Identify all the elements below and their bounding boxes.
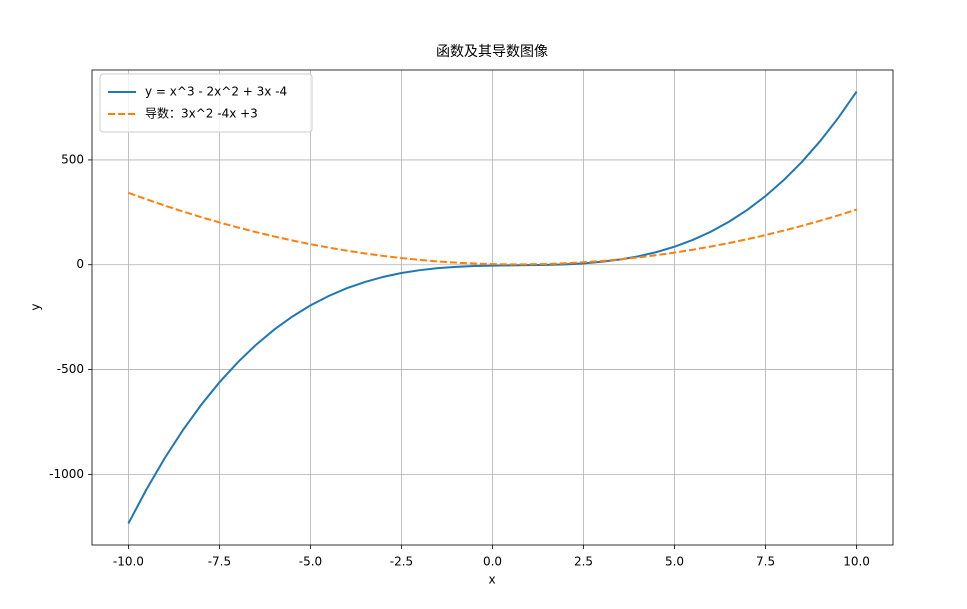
y-tick-label: 500 <box>61 152 84 166</box>
y-tick-label: 0 <box>76 257 84 271</box>
x-tick-label: -5.0 <box>299 555 322 569</box>
x-tick-label: 0.0 <box>483 555 502 569</box>
legend-box <box>99 73 313 133</box>
legend-label: 导数：3x^2 -4x +3 <box>145 106 258 121</box>
y-axis-label: y <box>29 303 43 310</box>
line-series <box>128 191 857 266</box>
plot-frame <box>91 69 894 546</box>
x-tick-label: 2.5 <box>574 555 593 569</box>
x-tick-label: -2.5 <box>390 555 413 569</box>
y-tick-label: -500 <box>57 362 84 376</box>
x-tick-label: 5.0 <box>665 555 684 569</box>
x-tick-label: -10.0 <box>113 555 144 569</box>
x-tick-label: 10.0 <box>843 555 870 569</box>
x-tick-label: 7.5 <box>756 555 775 569</box>
x-axis-label: x <box>488 573 495 587</box>
chart-title: 函数及其导数图像 <box>436 44 548 60</box>
x-tick-label: -7.5 <box>208 555 231 569</box>
line-series <box>127 91 858 524</box>
legend-label: y = x^3 - 2x^2 + 3x -4 <box>145 85 287 99</box>
y-tick-label: -1000 <box>49 467 84 481</box>
